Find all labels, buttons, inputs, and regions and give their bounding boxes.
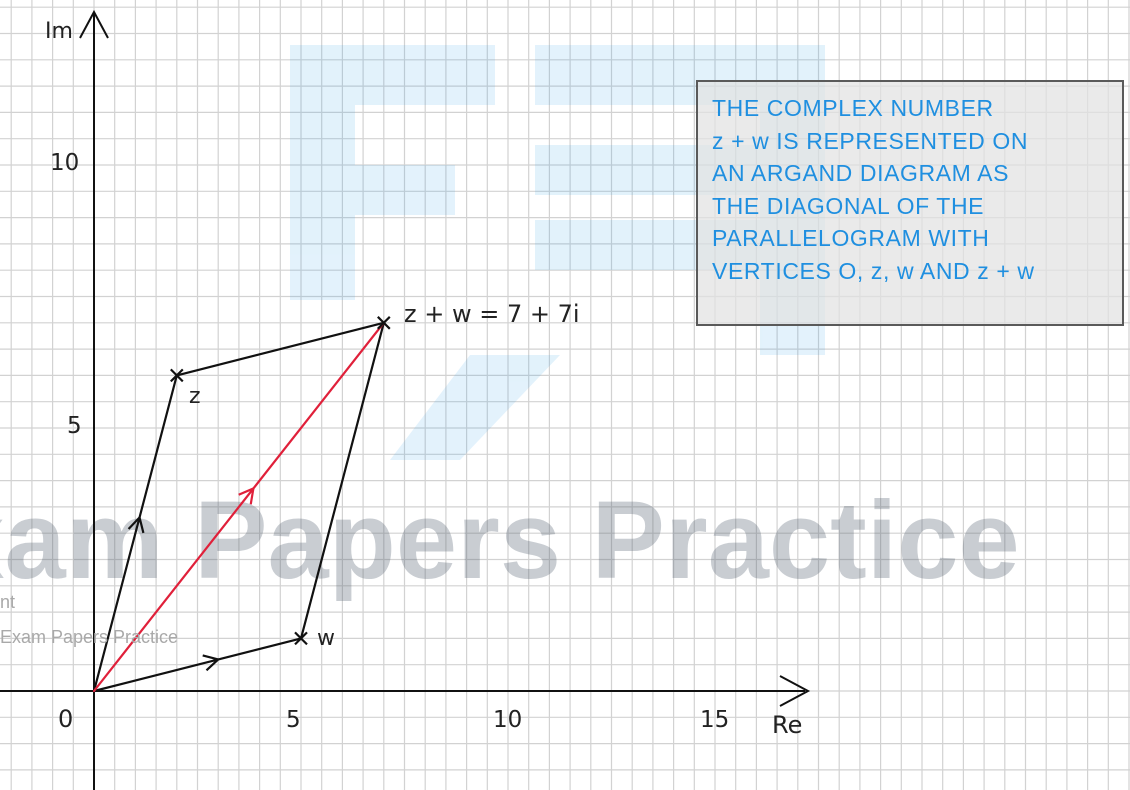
arrowhead-w: [202, 654, 221, 672]
arrowhead-z: [127, 515, 145, 534]
info-line-2: z + w IS REPRESENTED ON: [712, 127, 1029, 154]
edge-w-to-sum: [299, 321, 385, 640]
info-line-5: PARALLELOGRAM WITH: [712, 225, 990, 251]
x-tick-label-5: 5: [286, 707, 301, 733]
y-axis-label: Im: [45, 19, 73, 44]
vector-w: [92, 637, 303, 693]
watermark-line-2: Exam Papers Practice: [0, 627, 179, 647]
y-tick-label-5: 5: [67, 413, 82, 439]
x-axis-label: Re: [772, 711, 802, 739]
x-tick-label-10: 10: [493, 707, 522, 733]
y-axis-arrowhead: [79, 9, 109, 39]
info-box: THE COMPLEX NUMBER z + w IS REPRESENTED …: [696, 80, 1124, 326]
x-axis-arrowhead: [779, 675, 811, 707]
info-line-6: VERTICES O, z, w AND z + w: [712, 257, 1035, 284]
point-label-sum: z + w = 7 + 7i: [404, 300, 580, 328]
point-marker-w: [294, 631, 308, 646]
vector-z: [92, 374, 178, 693]
y-tick-label-10: 10: [50, 150, 79, 176]
point-marker-sum: [377, 316, 391, 330]
origin-label: 0: [58, 705, 73, 733]
x-tick-label-15: 15: [700, 707, 729, 733]
info-line-4: THE DIAGONAL OF THE: [712, 192, 985, 219]
labels: Im Re 0 5 10 15 5 10 z w z + w = 7 + 7i: [45, 19, 802, 739]
watermark-small-text: nt Exam Papers Practice: [0, 592, 178, 648]
arrowhead-sum: [238, 486, 255, 505]
axes: [0, 9, 811, 790]
info-line-3: AN ARGAND DIAGRAM AS: [712, 160, 1010, 186]
watermark-big-text: Exam Papers Practice: [0, 479, 1020, 602]
info-line-1: THE COMPLEX NUMBER: [712, 95, 994, 121]
edge-z-to-sum: [175, 321, 385, 377]
point-marker-z: [170, 368, 184, 383]
watermark-line-1: nt: [0, 592, 16, 612]
parallelogram: [92, 316, 391, 693]
point-label-z: z: [189, 384, 201, 409]
point-label-w: w: [317, 626, 335, 651]
vector-sum: [92, 321, 385, 693]
